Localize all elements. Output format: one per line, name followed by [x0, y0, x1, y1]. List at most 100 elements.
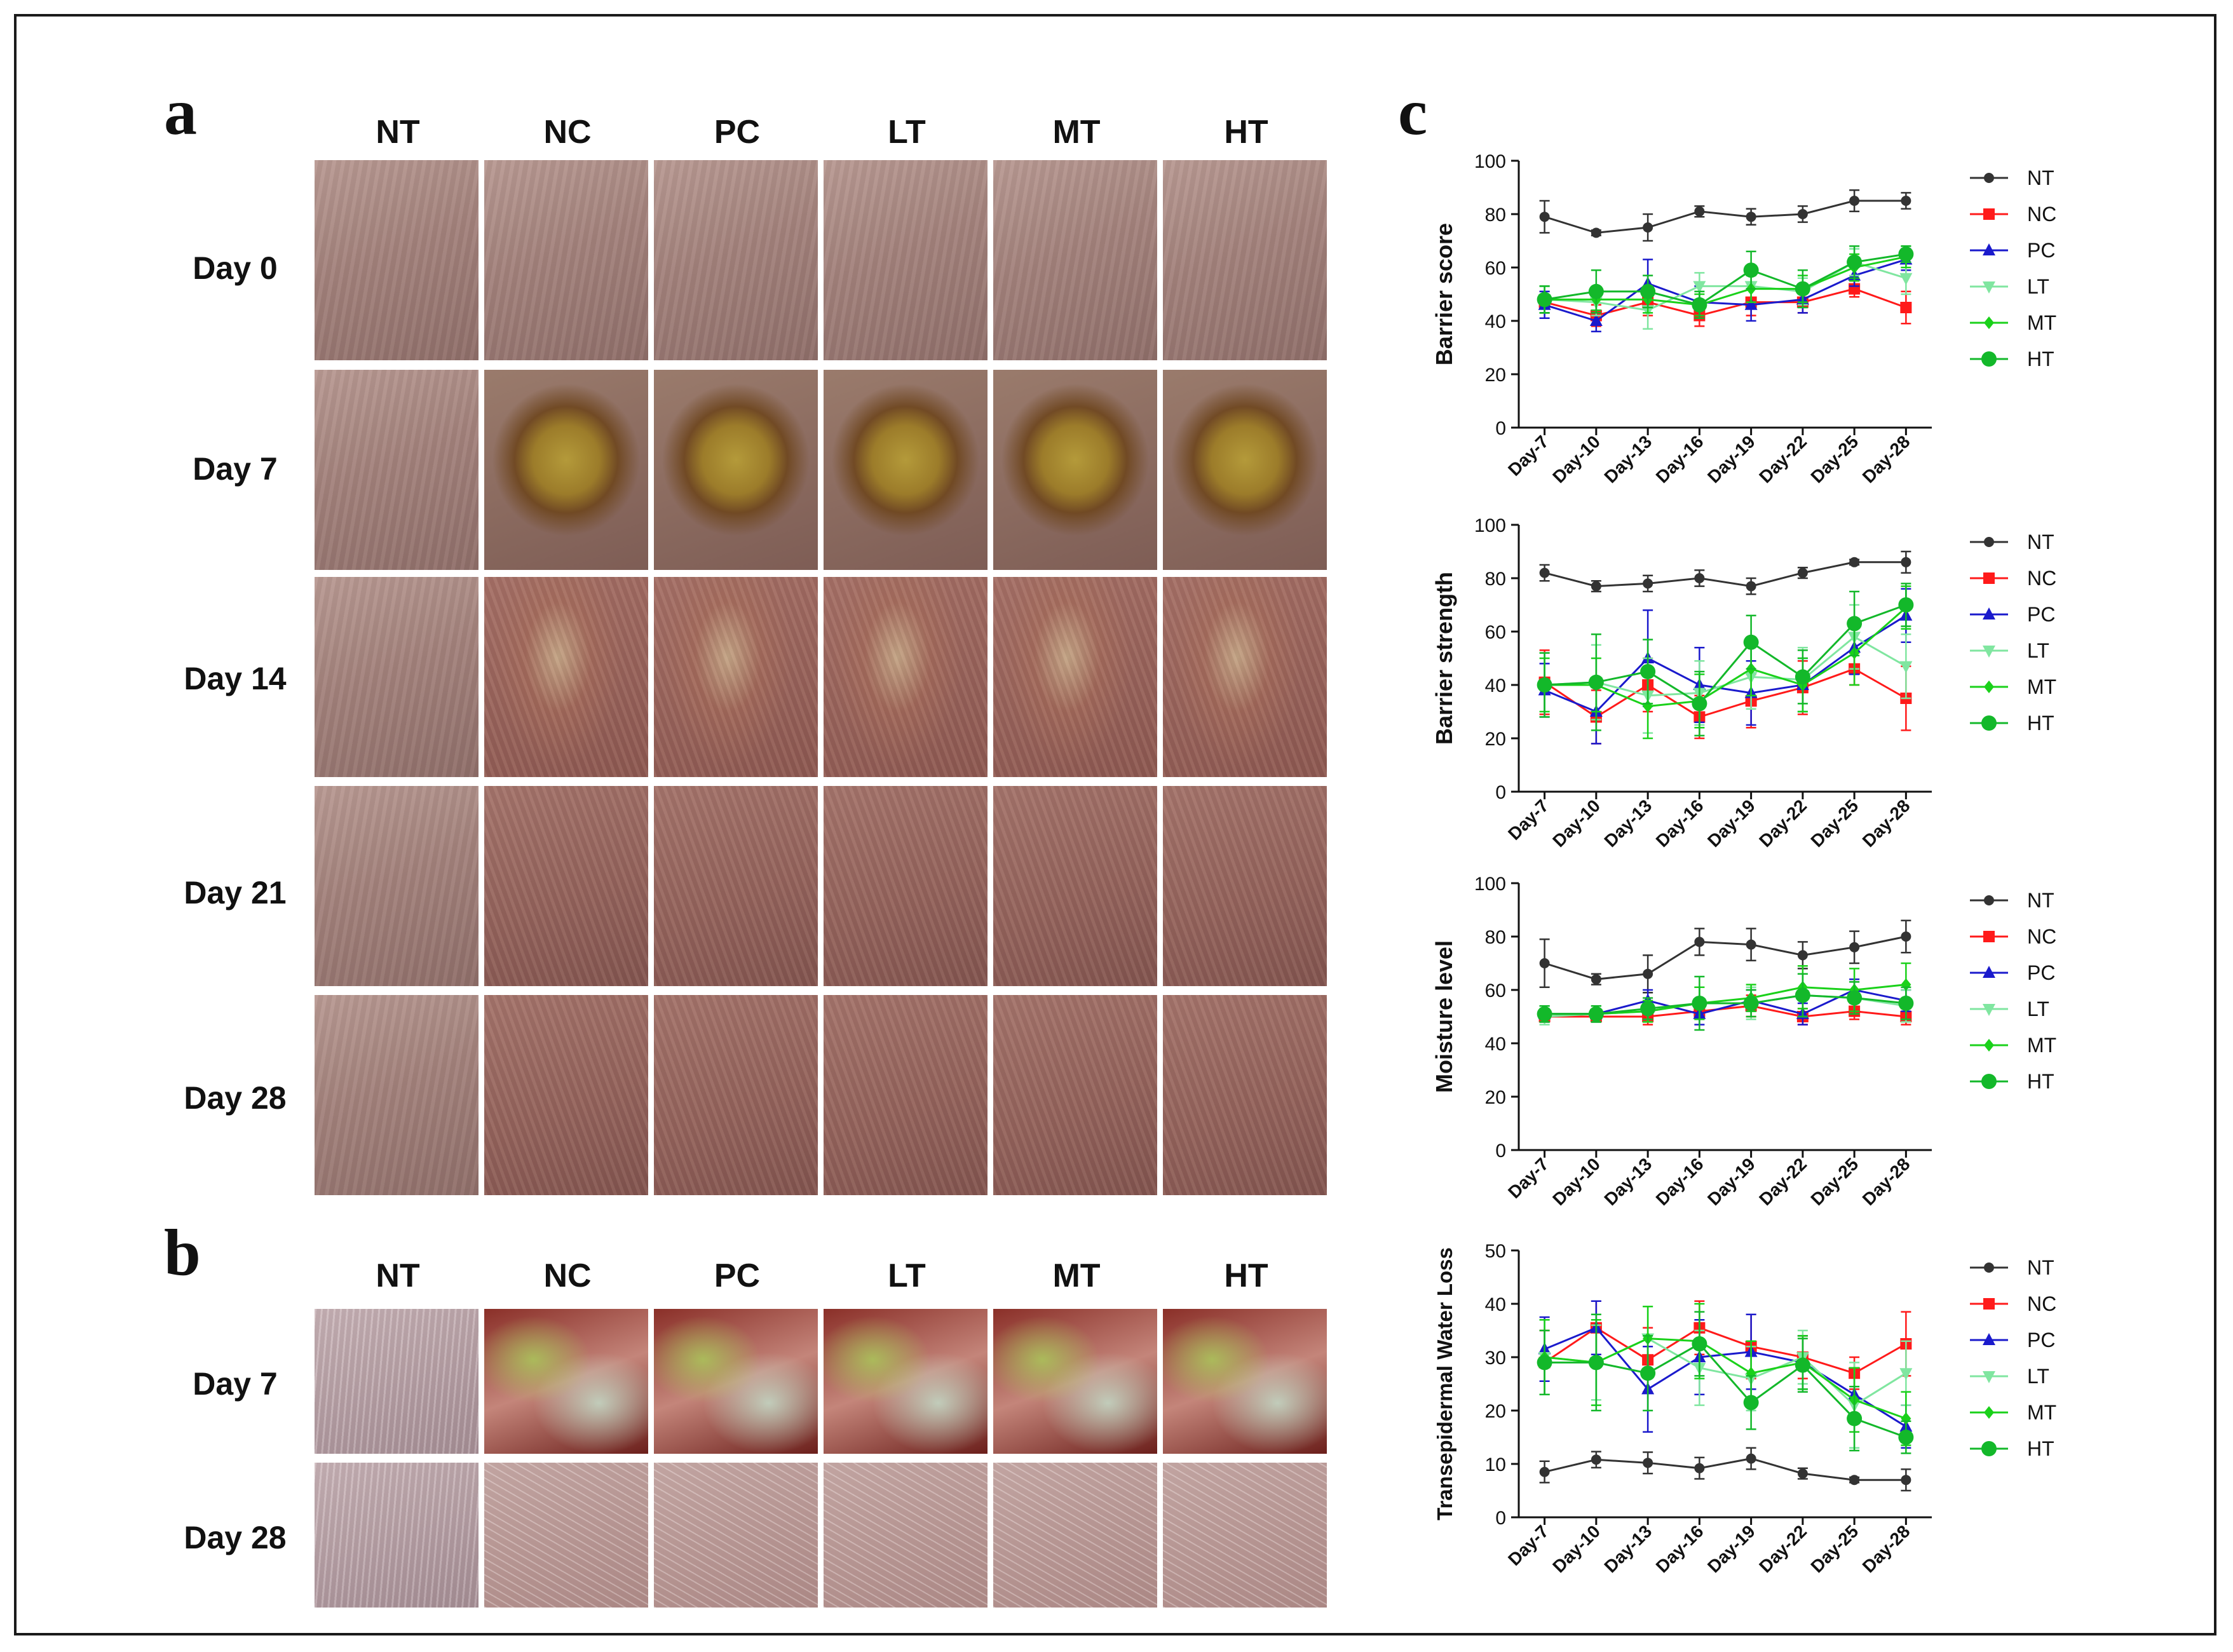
legend-label: PC	[2027, 1329, 2055, 1351]
data-point	[1743, 262, 1759, 278]
y-tick-label: 20	[1485, 1401, 1506, 1422]
y-axis-label: Transepidermal Water Loss	[1433, 1247, 1456, 1520]
panel-a-photo-nc	[484, 370, 648, 570]
legend-marker	[1984, 680, 1994, 693]
series-nt	[1539, 1447, 1911, 1492]
data-point	[1694, 937, 1705, 947]
x-tick-label: Day-19	[1704, 796, 1759, 851]
data-point	[1643, 222, 1653, 233]
legend-marker	[1984, 1039, 1994, 1052]
y-tick-label: 40	[1485, 1294, 1506, 1315]
data-point	[1901, 1475, 1911, 1486]
data-point	[1795, 1357, 1810, 1373]
legend-marker	[1981, 351, 1997, 367]
x-tick-label: Day-13	[1601, 1154, 1656, 1209]
data-point	[1591, 227, 1601, 238]
series-line	[1544, 1326, 1907, 1428]
panel-b-photo-pc	[654, 1309, 818, 1454]
y-axis-label: Barrier score	[1431, 223, 1457, 365]
legend-marker	[1983, 966, 1995, 978]
chart-3: 0 20 40 60 80 100 Day-7Day-10Day-13Day-16Day-1…	[1431, 874, 2056, 1209]
legend-label: NC	[2027, 1292, 2056, 1315]
panel-b-photo-mt	[993, 1309, 1157, 1454]
panel-b-photo-ht	[1163, 1463, 1327, 1608]
legend-marker	[1981, 1441, 1997, 1456]
series-line	[1544, 1327, 1907, 1374]
legend-label: LT	[2027, 998, 2049, 1020]
legend-marker	[1983, 931, 1995, 942]
data-point	[1537, 677, 1552, 693]
y-tick-label: 20	[1485, 365, 1506, 386]
series-line	[1544, 1458, 1906, 1481]
series-line	[1544, 288, 1906, 317]
data-point	[1901, 196, 1911, 206]
data-point	[1588, 1355, 1604, 1371]
legend-label: HT	[2027, 348, 2054, 370]
x-tick-label: Day-22	[1755, 1154, 1810, 1209]
series-nt	[1539, 550, 1911, 595]
x-tick-label: Day-16	[1652, 1521, 1707, 1576]
data-point	[1588, 283, 1604, 299]
panel-a-photo-pc	[654, 370, 818, 570]
series-ht	[1537, 583, 1914, 737]
data-point	[1899, 661, 1913, 674]
panel-b-photo-mt	[993, 1463, 1157, 1608]
y-tick-label: 0	[1495, 418, 1506, 439]
series-ht	[1537, 245, 1914, 320]
legend-label: NT	[2027, 889, 2054, 912]
data-point	[1898, 597, 1914, 613]
x-tick-label: Day-10	[1549, 796, 1604, 851]
data-point	[1643, 968, 1653, 979]
legend-marker	[1984, 316, 1994, 329]
legend-marker	[1983, 1371, 1995, 1383]
series-line	[1544, 614, 1907, 713]
legend-marker	[1983, 208, 1995, 220]
series-line	[1544, 200, 1906, 234]
panel-a-photo-pc	[654, 786, 818, 986]
panel-a-column-lt: LT	[888, 114, 926, 151]
panel-a-photo-nc	[484, 786, 648, 986]
data-point	[1901, 1412, 1911, 1425]
x-tick-label: Day-28	[1859, 431, 1914, 487]
series-line	[1544, 255, 1906, 306]
panel-a-photo-pc	[654, 160, 818, 360]
panel-a-photo-ht	[1163, 370, 1327, 570]
panel-a-photo-lt	[824, 577, 988, 777]
y-tick-label: 60	[1485, 622, 1506, 643]
legend-label: NT	[2027, 1256, 2054, 1279]
series-line	[1544, 1337, 1906, 1420]
legend-label: LT	[2027, 1365, 2049, 1388]
y-tick-label: 80	[1485, 205, 1506, 226]
legend-label: LT	[2027, 639, 2049, 662]
y-tick-label: 60	[1485, 258, 1506, 279]
series-line	[1544, 253, 1906, 306]
panel-b-photo-nt	[315, 1463, 478, 1608]
legend-label: NC	[2027, 203, 2056, 226]
x-tick-label: Day-7	[1504, 796, 1552, 844]
panel-a-photo-lt	[824, 786, 988, 986]
data-point	[1591, 581, 1601, 592]
panel-a-photo-nc	[484, 160, 648, 360]
data-point	[1847, 254, 1863, 270]
y-tick-label: 20	[1485, 1087, 1506, 1108]
panel-a-photo-lt	[824, 160, 988, 360]
series-line	[1544, 1005, 1906, 1018]
y-tick-label: 40	[1485, 1034, 1506, 1055]
series-line	[1544, 604, 1906, 705]
legend-label: MT	[2027, 311, 2056, 334]
legend-label: MT	[2027, 1034, 2056, 1057]
data-point	[1591, 1454, 1601, 1465]
data-point	[1539, 567, 1550, 578]
data-point	[1899, 273, 1913, 285]
x-tick-label: Day-28	[1859, 1521, 1914, 1576]
x-tick-label: Day-7	[1504, 1154, 1552, 1202]
panel-b-photo-ht	[1163, 1309, 1327, 1454]
x-tick-label: Day-7	[1504, 431, 1552, 480]
data-point	[1797, 1468, 1808, 1479]
panel-b-column-nt: NT	[376, 1257, 420, 1294]
data-point	[1643, 578, 1653, 589]
panel-a-column-ht: HT	[1224, 114, 1268, 151]
panel-a-photo-pc	[654, 995, 818, 1195]
data-point	[1692, 1336, 1707, 1351]
x-tick-label: Day-16	[1652, 796, 1707, 851]
